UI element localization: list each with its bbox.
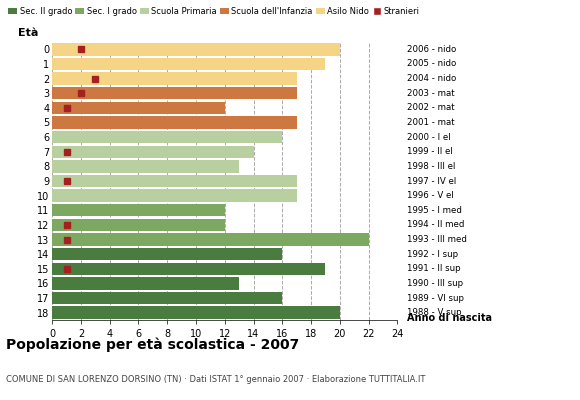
Text: 2005 - nido: 2005 - nido (407, 60, 456, 68)
Text: Popolazione per età scolastica - 2007: Popolazione per età scolastica - 2007 (6, 338, 299, 352)
Bar (52, 292, 282, 304)
Text: 1996 - V el: 1996 - V el (407, 191, 454, 200)
Bar (52, 190, 296, 202)
Bar (52, 131, 282, 143)
Legend: Sec. II grado, Sec. I grado, Scuola Primaria, Scuola dell'Infanzia, Asilo Nido, : Sec. II grado, Sec. I grado, Scuola Prim… (7, 6, 420, 17)
Text: 1995 - I med: 1995 - I med (407, 206, 462, 215)
Text: Anno di nascita: Anno di nascita (407, 313, 491, 323)
Bar (52, 219, 224, 231)
Text: 2002 - mat: 2002 - mat (407, 103, 454, 112)
Text: 1998 - III el: 1998 - III el (407, 162, 455, 171)
Bar (52, 43, 340, 56)
Text: 1988 - V sup: 1988 - V sup (407, 308, 461, 317)
Bar (52, 72, 296, 85)
Bar (52, 233, 368, 246)
Text: 1990 - III sup: 1990 - III sup (407, 279, 463, 288)
Text: COMUNE DI SAN LORENZO DORSINO (TN) · Dati ISTAT 1° gennaio 2007 · Elaborazione T: COMUNE DI SAN LORENZO DORSINO (TN) · Dat… (6, 375, 425, 384)
Text: 1993 - III med: 1993 - III med (407, 235, 466, 244)
Bar (52, 306, 340, 319)
Bar (52, 87, 296, 100)
Text: 2003 - mat: 2003 - mat (407, 89, 454, 98)
Bar (52, 58, 325, 70)
Text: 2004 - nido: 2004 - nido (407, 74, 456, 83)
Text: 1994 - II med: 1994 - II med (407, 220, 464, 229)
Bar (52, 175, 296, 187)
Text: 1991 - II sup: 1991 - II sup (407, 264, 460, 273)
Bar (52, 160, 239, 172)
Text: 1999 - II el: 1999 - II el (407, 147, 452, 156)
Text: Età: Età (17, 28, 38, 38)
Bar (52, 116, 296, 129)
Text: 1997 - IV el: 1997 - IV el (407, 176, 456, 186)
Text: 2000 - I el: 2000 - I el (407, 133, 450, 142)
Text: 1992 - I sup: 1992 - I sup (407, 250, 458, 259)
Bar (52, 262, 325, 275)
Text: 2006 - nido: 2006 - nido (407, 45, 456, 54)
Bar (52, 102, 224, 114)
Bar (52, 248, 282, 260)
Bar (52, 277, 239, 290)
Bar (52, 146, 253, 158)
Text: 2001 - mat: 2001 - mat (407, 118, 454, 127)
Bar (52, 204, 224, 216)
Text: 1989 - VI sup: 1989 - VI sup (407, 294, 463, 302)
